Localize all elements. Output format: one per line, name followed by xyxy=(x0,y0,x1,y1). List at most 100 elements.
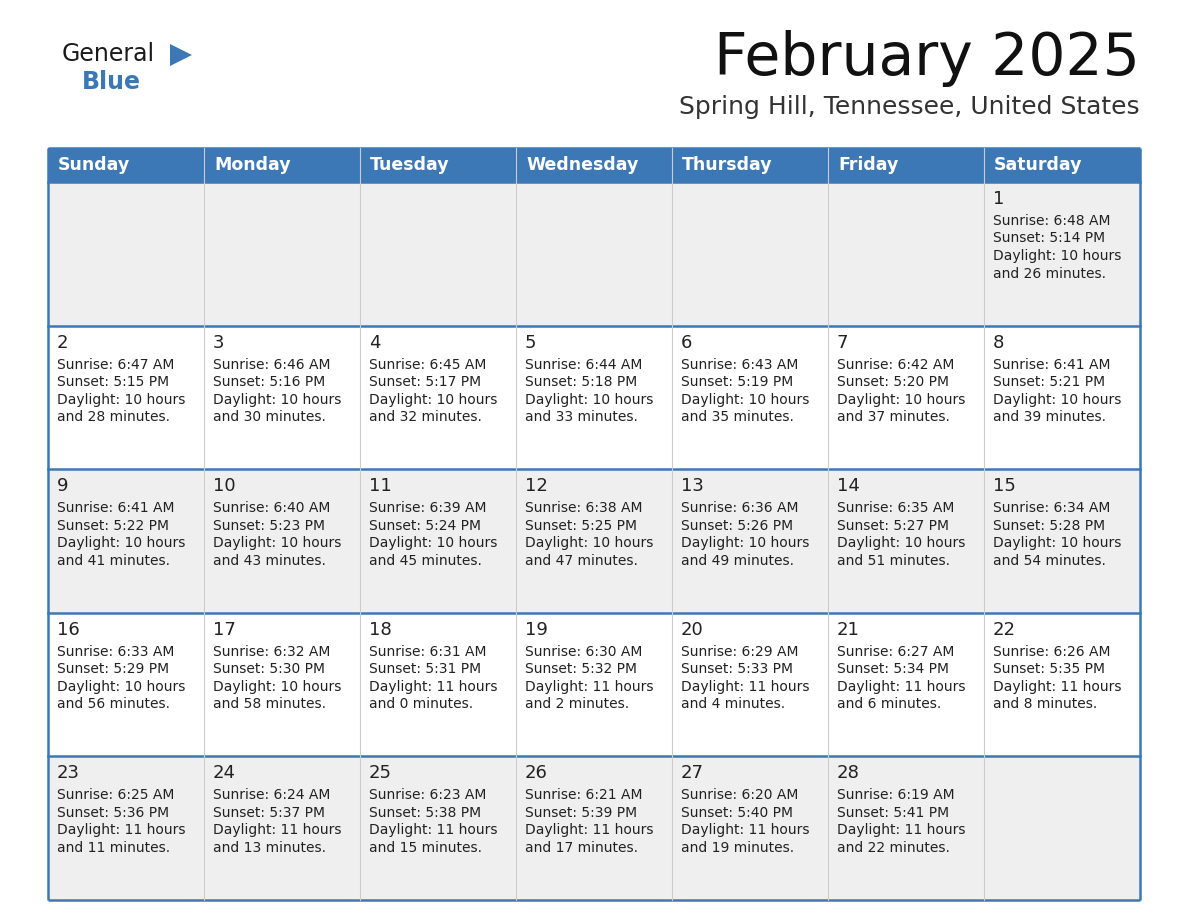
Bar xyxy=(48,756,204,900)
Bar xyxy=(48,469,204,613)
Bar xyxy=(828,756,984,900)
Text: Daylight: 10 hours: Daylight: 10 hours xyxy=(993,393,1121,407)
Bar xyxy=(828,613,984,756)
Text: Sunset: 5:14 PM: Sunset: 5:14 PM xyxy=(993,231,1105,245)
Text: 11: 11 xyxy=(369,477,392,495)
Text: Sunset: 5:35 PM: Sunset: 5:35 PM xyxy=(993,662,1105,677)
Text: 21: 21 xyxy=(838,621,860,639)
Text: Daylight: 10 hours: Daylight: 10 hours xyxy=(213,536,341,550)
Text: Sunrise: 6:36 AM: Sunrise: 6:36 AM xyxy=(681,501,798,515)
Text: Daylight: 10 hours: Daylight: 10 hours xyxy=(57,536,185,550)
Text: Sunset: 5:21 PM: Sunset: 5:21 PM xyxy=(993,375,1105,389)
Text: Sunrise: 6:33 AM: Sunrise: 6:33 AM xyxy=(57,644,175,659)
Text: and 32 minutes.: and 32 minutes. xyxy=(369,410,482,424)
Text: and 37 minutes.: and 37 minutes. xyxy=(838,410,950,424)
Text: Sunset: 5:20 PM: Sunset: 5:20 PM xyxy=(838,375,949,389)
Text: Sunrise: 6:43 AM: Sunrise: 6:43 AM xyxy=(681,358,798,372)
Text: and 58 minutes.: and 58 minutes. xyxy=(213,698,326,711)
Text: Sunset: 5:40 PM: Sunset: 5:40 PM xyxy=(681,806,794,820)
Text: Daylight: 10 hours: Daylight: 10 hours xyxy=(838,393,966,407)
Text: Sunset: 5:25 PM: Sunset: 5:25 PM xyxy=(525,519,637,532)
Bar xyxy=(48,613,204,756)
Text: and 47 minutes.: and 47 minutes. xyxy=(525,554,638,567)
Text: Sunrise: 6:42 AM: Sunrise: 6:42 AM xyxy=(838,358,954,372)
Text: Sunrise: 6:26 AM: Sunrise: 6:26 AM xyxy=(993,644,1111,659)
Text: 16: 16 xyxy=(57,621,80,639)
Text: Daylight: 10 hours: Daylight: 10 hours xyxy=(993,536,1121,550)
Text: and 6 minutes.: and 6 minutes. xyxy=(838,698,941,711)
Text: Daylight: 10 hours: Daylight: 10 hours xyxy=(213,393,341,407)
Text: Sunset: 5:29 PM: Sunset: 5:29 PM xyxy=(57,662,169,677)
Text: 9: 9 xyxy=(57,477,69,495)
Text: and 13 minutes.: and 13 minutes. xyxy=(213,841,326,855)
Text: 12: 12 xyxy=(525,477,548,495)
Text: 4: 4 xyxy=(369,333,380,352)
Text: Daylight: 10 hours: Daylight: 10 hours xyxy=(525,536,653,550)
Bar xyxy=(204,182,360,326)
Text: Sunrise: 6:24 AM: Sunrise: 6:24 AM xyxy=(213,789,330,802)
Text: Sunrise: 6:23 AM: Sunrise: 6:23 AM xyxy=(369,789,486,802)
Text: 24: 24 xyxy=(213,765,236,782)
Bar xyxy=(360,326,516,469)
Bar xyxy=(828,148,984,182)
Text: Daylight: 11 hours: Daylight: 11 hours xyxy=(681,823,809,837)
Bar xyxy=(48,326,204,469)
Text: Sunset: 5:15 PM: Sunset: 5:15 PM xyxy=(57,375,169,389)
Bar xyxy=(204,613,360,756)
Text: and 28 minutes.: and 28 minutes. xyxy=(57,410,170,424)
Text: and 4 minutes.: and 4 minutes. xyxy=(681,698,785,711)
Text: Sunrise: 6:30 AM: Sunrise: 6:30 AM xyxy=(525,644,643,659)
Text: 3: 3 xyxy=(213,333,225,352)
Text: and 56 minutes.: and 56 minutes. xyxy=(57,698,170,711)
Text: 13: 13 xyxy=(681,477,703,495)
Bar xyxy=(984,613,1140,756)
Text: and 54 minutes.: and 54 minutes. xyxy=(993,554,1106,567)
Text: and 51 minutes.: and 51 minutes. xyxy=(838,554,950,567)
Bar xyxy=(204,148,360,182)
Bar xyxy=(516,182,672,326)
Text: 10: 10 xyxy=(213,477,235,495)
Text: 28: 28 xyxy=(838,765,860,782)
Text: 19: 19 xyxy=(525,621,548,639)
Text: Sunrise: 6:32 AM: Sunrise: 6:32 AM xyxy=(213,644,330,659)
Text: Friday: Friday xyxy=(838,156,898,174)
Text: Daylight: 10 hours: Daylight: 10 hours xyxy=(681,393,809,407)
Text: 7: 7 xyxy=(838,333,848,352)
Text: 18: 18 xyxy=(369,621,392,639)
Text: Daylight: 11 hours: Daylight: 11 hours xyxy=(993,680,1121,694)
Text: Sunset: 5:37 PM: Sunset: 5:37 PM xyxy=(213,806,326,820)
Text: and 33 minutes.: and 33 minutes. xyxy=(525,410,638,424)
Text: Daylight: 10 hours: Daylight: 10 hours xyxy=(57,680,185,694)
Bar xyxy=(828,182,984,326)
Text: Daylight: 10 hours: Daylight: 10 hours xyxy=(213,680,341,694)
Text: Sunrise: 6:39 AM: Sunrise: 6:39 AM xyxy=(369,501,487,515)
Text: Sunrise: 6:41 AM: Sunrise: 6:41 AM xyxy=(57,501,175,515)
Text: and 49 minutes.: and 49 minutes. xyxy=(681,554,794,567)
Text: Monday: Monday xyxy=(214,156,291,174)
Bar xyxy=(204,469,360,613)
Bar xyxy=(360,182,516,326)
Text: 14: 14 xyxy=(838,477,860,495)
Text: Sunset: 5:33 PM: Sunset: 5:33 PM xyxy=(681,662,794,677)
Text: Sunset: 5:17 PM: Sunset: 5:17 PM xyxy=(369,375,481,389)
Text: Sunrise: 6:44 AM: Sunrise: 6:44 AM xyxy=(525,358,643,372)
Text: Sunset: 5:26 PM: Sunset: 5:26 PM xyxy=(681,519,794,532)
Text: and 43 minutes.: and 43 minutes. xyxy=(213,554,326,567)
Text: Sunrise: 6:31 AM: Sunrise: 6:31 AM xyxy=(369,644,487,659)
Text: and 8 minutes.: and 8 minutes. xyxy=(993,698,1098,711)
Text: Daylight: 11 hours: Daylight: 11 hours xyxy=(57,823,185,837)
Text: Sunday: Sunday xyxy=(58,156,131,174)
Bar xyxy=(984,756,1140,900)
Bar xyxy=(360,756,516,900)
Text: Tuesday: Tuesday xyxy=(369,156,449,174)
Text: and 11 minutes.: and 11 minutes. xyxy=(57,841,170,855)
Text: and 22 minutes.: and 22 minutes. xyxy=(838,841,950,855)
Text: Spring Hill, Tennessee, United States: Spring Hill, Tennessee, United States xyxy=(680,95,1140,119)
Text: Sunrise: 6:35 AM: Sunrise: 6:35 AM xyxy=(838,501,954,515)
Text: Sunrise: 6:27 AM: Sunrise: 6:27 AM xyxy=(838,644,954,659)
Bar xyxy=(360,613,516,756)
Text: Sunset: 5:24 PM: Sunset: 5:24 PM xyxy=(369,519,481,532)
Text: 17: 17 xyxy=(213,621,236,639)
Text: Sunset: 5:41 PM: Sunset: 5:41 PM xyxy=(838,806,949,820)
Text: 26: 26 xyxy=(525,765,548,782)
